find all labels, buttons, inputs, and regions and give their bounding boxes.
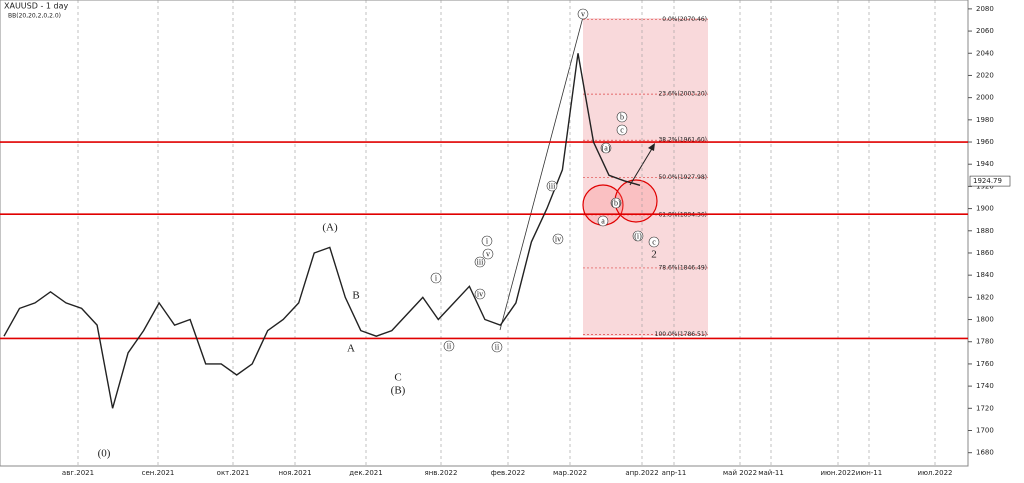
fib-label: 0.0%(2070.46) xyxy=(662,16,707,23)
arrow-head xyxy=(648,143,655,151)
fib-label: 78.6%(1846.49) xyxy=(658,264,707,271)
wave-label: (B) xyxy=(391,385,406,397)
wave-circle xyxy=(474,288,486,300)
y-tick-label: 1960 xyxy=(976,138,994,146)
wave-label: (0) xyxy=(98,448,111,460)
wave-circle xyxy=(481,235,493,247)
wave-circle xyxy=(443,340,455,352)
indicator-label: BB(20,20,2,0,2.0) xyxy=(8,13,61,20)
x-tick-label: апр.2022 xyxy=(625,469,658,477)
wave-circle xyxy=(546,180,558,192)
wave-label: (A) xyxy=(322,222,338,234)
wave-label: iii xyxy=(549,181,556,190)
y-tick-label: 1940 xyxy=(976,160,994,168)
wave-circle xyxy=(482,248,494,260)
y-tick-label: 1720 xyxy=(976,404,994,412)
wave-label: b xyxy=(620,112,624,121)
x-tick-label: апр-11 xyxy=(662,469,687,477)
fib-label: 23.6%(2003.20) xyxy=(658,91,707,98)
chart-title: XAUUSD - 1 day xyxy=(4,2,68,11)
y-tick-label: 1680 xyxy=(976,449,994,457)
y-tick-label: 1920 xyxy=(976,182,994,190)
wave-circle xyxy=(600,142,612,154)
y-tick-label: 1980 xyxy=(976,116,994,124)
wave-label: C xyxy=(394,372,401,384)
last-price: 1924.79 xyxy=(973,177,1002,185)
x-tick-label: мар.2022 xyxy=(553,469,587,477)
wave-label: ii xyxy=(495,342,500,351)
wave-circle xyxy=(616,111,628,123)
wave-label: c xyxy=(652,237,656,246)
y-tick-label: 1900 xyxy=(976,205,994,213)
wave-label: (i) xyxy=(634,231,642,240)
wave-circle xyxy=(552,233,564,245)
wave-circle xyxy=(491,341,503,353)
wave-label: (a) xyxy=(602,143,611,152)
wave-label: A xyxy=(347,343,355,355)
wave-label: iv xyxy=(555,234,561,243)
wave-label: ii xyxy=(447,341,452,350)
wave-label: v xyxy=(581,9,585,18)
y-tick-label: 2080 xyxy=(976,5,994,13)
wave-circle xyxy=(610,197,622,209)
fib-zone xyxy=(583,18,708,336)
wave-circle xyxy=(577,8,589,20)
x-tick-label: ноя.2021 xyxy=(278,469,311,477)
y-tick-label: 1820 xyxy=(976,293,994,301)
wave-label: 2 xyxy=(651,249,657,261)
x-tick-label: сен.2021 xyxy=(142,469,175,477)
wave-label: v xyxy=(486,249,490,258)
target-circle xyxy=(614,179,658,223)
y-tick-label: 1840 xyxy=(976,271,994,279)
x-tick-label: май-11 xyxy=(758,469,784,477)
trend-line xyxy=(499,16,584,331)
wave-label: iii xyxy=(477,257,484,266)
wave-circle xyxy=(632,230,644,242)
y-tick-label: 1780 xyxy=(976,338,994,346)
y-tick-label: 1740 xyxy=(976,382,994,390)
x-tick-label: июн-11 xyxy=(856,469,882,477)
wave-label: i xyxy=(435,273,438,282)
y-tick-label: 2060 xyxy=(976,27,994,35)
wave-label: (b) xyxy=(611,198,621,207)
y-tick-label: 1760 xyxy=(976,360,994,368)
x-tick-label: окт.2021 xyxy=(217,469,250,477)
wave-circle xyxy=(474,256,486,268)
wave-circle xyxy=(430,272,442,284)
wave-circle xyxy=(648,236,660,248)
wave-label: iv xyxy=(477,289,483,298)
x-tick-label: июн.2022 xyxy=(820,469,855,477)
last-price-box xyxy=(969,175,1011,187)
wave-label: c xyxy=(620,125,624,134)
y-tick-label: 2000 xyxy=(976,94,994,102)
y-tick-label: 1860 xyxy=(976,249,994,257)
x-tick-label: дек.2021 xyxy=(349,469,382,477)
x-tick-label: авг.2021 xyxy=(62,469,94,477)
y-tick-label: 1880 xyxy=(976,227,994,235)
wave-label: B xyxy=(352,290,359,302)
x-tick-label: май 2022 xyxy=(723,469,757,477)
x-tick-label: янв.2022 xyxy=(425,469,458,477)
fib-label: 100.0%(1786.51) xyxy=(655,331,707,338)
plot-area xyxy=(0,0,969,467)
wave-circle xyxy=(616,124,628,136)
x-tick-label: июл.2022 xyxy=(918,469,953,477)
wave-label: i xyxy=(486,236,489,245)
fib-label: 50.0%(1927.98) xyxy=(658,174,707,181)
y-tick-label: 2040 xyxy=(976,49,994,57)
x-tick-label: фев.2022 xyxy=(491,469,525,477)
arrow xyxy=(629,146,654,186)
y-tick-label: 1700 xyxy=(976,426,994,434)
fib-label: 38.2%(1961.60) xyxy=(658,137,707,144)
wave-circle xyxy=(597,215,609,227)
price-line xyxy=(3,53,641,409)
y-tick-label: 1800 xyxy=(976,316,994,324)
wave-label: a xyxy=(601,216,605,225)
y-tick-label: 2020 xyxy=(976,71,994,79)
